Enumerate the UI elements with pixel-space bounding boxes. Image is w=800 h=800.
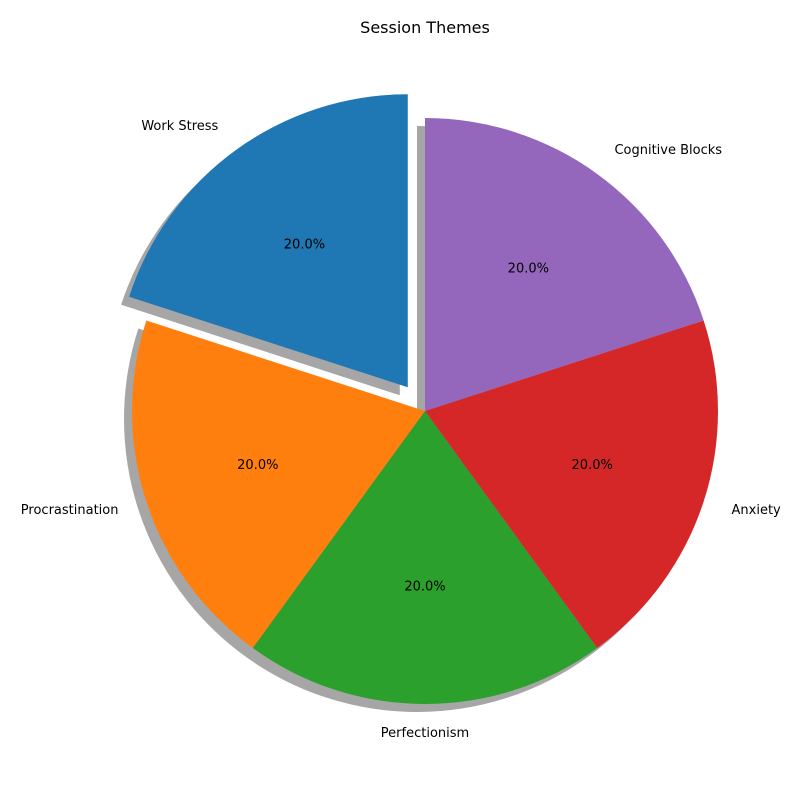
slice-perfectionism bbox=[252, 411, 598, 705]
pie-labels: Work Stress 20.0% Procrastination 20.0% Perf… bbox=[21, 119, 781, 741]
slice-label-anxiety: Anxiety bbox=[732, 503, 782, 518]
slice-label-procrastination: Procrastination bbox=[21, 503, 119, 518]
slice-label-work-stress: Work Stress bbox=[141, 119, 218, 134]
pct-label-anxiety: 20.0% bbox=[572, 458, 613, 473]
slice-procrastination bbox=[131, 320, 425, 649]
pie-slices bbox=[129, 94, 718, 705]
slice-work-stress bbox=[129, 94, 408, 388]
chart-title: Session Themes bbox=[360, 18, 490, 37]
pct-label-procrastination: 20.0% bbox=[237, 458, 278, 473]
slice-anxiety bbox=[425, 320, 718, 649]
slice-cognitive-blocks bbox=[425, 118, 704, 411]
pct-label-cognitive-blocks: 20.0% bbox=[508, 261, 549, 276]
pct-label-perfectionism: 20.0% bbox=[404, 579, 445, 594]
slice-label-perfectionism: Perfectionism bbox=[381, 726, 469, 741]
slice-label-cognitive-blocks: Cognitive Blocks bbox=[614, 143, 722, 158]
pct-label-work-stress: 20.0% bbox=[284, 238, 325, 253]
